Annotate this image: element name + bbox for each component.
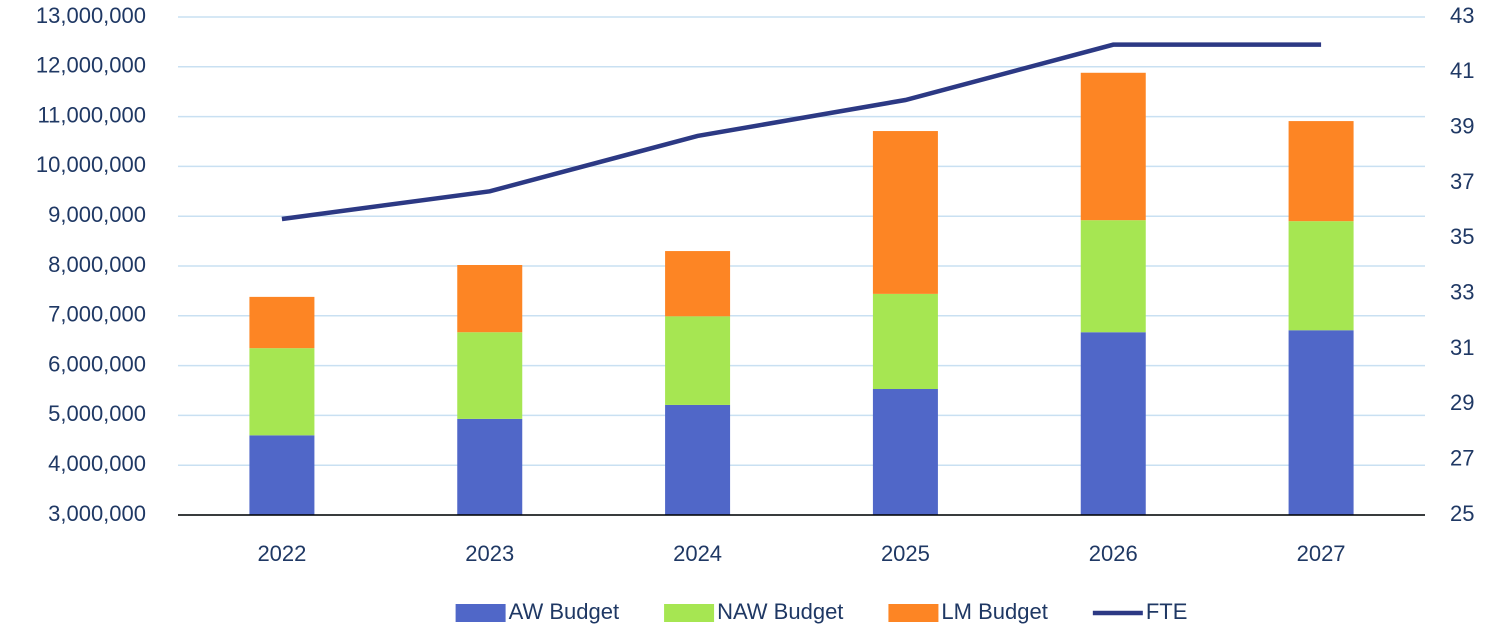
legend-label: LM Budget: [941, 599, 1047, 624]
x-tick-label: 2024: [673, 541, 722, 566]
y2-tick-label: 33: [1450, 279, 1474, 304]
bar-segment: [1080, 72, 1146, 221]
x-tick-label: 2022: [257, 541, 306, 566]
y-tick-label: 3,000,000: [48, 501, 146, 526]
y-tick-label: 13,000,000: [36, 3, 146, 28]
y2-tick-label: 31: [1450, 335, 1474, 360]
bar-segment: [1288, 121, 1354, 222]
y-tick-label: 6,000,000: [48, 351, 146, 376]
bar-segment: [1288, 221, 1354, 331]
x-tick-label: 2023: [465, 541, 514, 566]
y2-tick-label: 37: [1450, 169, 1474, 194]
y-tick-label: 9,000,000: [48, 202, 146, 227]
bar-segment: [665, 316, 731, 405]
bar-segment: [665, 404, 731, 515]
x-tick-label: 2025: [881, 541, 930, 566]
bar-segment: [872, 389, 938, 515]
y2-tick-label: 43: [1450, 3, 1474, 28]
bar-segment: [1288, 330, 1354, 515]
bar-segment: [665, 251, 731, 317]
y-tick-label: 7,000,000: [48, 302, 146, 327]
y2-tick-label: 29: [1450, 390, 1474, 415]
legend-swatch: [455, 604, 506, 622]
legend-label: AW Budget: [509, 599, 619, 624]
y2-tick-label: 41: [1450, 58, 1474, 83]
bar-segment: [1080, 332, 1146, 515]
y-tick-label: 8,000,000: [48, 252, 146, 277]
x-tick-label: 2027: [1297, 541, 1346, 566]
y2-tick-label: 25: [1450, 501, 1474, 526]
bar-segment: [249, 348, 315, 436]
bar-segment: [457, 265, 523, 333]
bar-segment: [457, 332, 523, 419]
legend-swatch: [664, 604, 715, 622]
line: [281, 42, 1322, 222]
bar-segment: [457, 418, 523, 515]
y2-tick-label: 27: [1450, 445, 1474, 470]
y-tick-label: 4,000,000: [48, 451, 146, 476]
y-tick-label: 12,000,000: [36, 53, 146, 78]
bar-segment: [249, 296, 315, 349]
bar-segment: [872, 131, 938, 294]
y2-tick-label: 35: [1450, 224, 1474, 249]
bar-segment: [1080, 220, 1146, 333]
x-tick-label: 2026: [1089, 541, 1138, 566]
legend-label: FTE: [1146, 599, 1188, 624]
y2-tick-label: 39: [1450, 113, 1474, 138]
bar-segment: [249, 435, 315, 515]
y-tick-label: 10,000,000: [36, 152, 146, 177]
y-tick-label: 11,000,000: [38, 102, 146, 127]
legend-swatch: [888, 604, 939, 622]
y-tick-label: 5,000,000: [48, 401, 146, 426]
legend-label: NAW Budget: [717, 599, 843, 624]
bar-segment: [872, 293, 938, 390]
